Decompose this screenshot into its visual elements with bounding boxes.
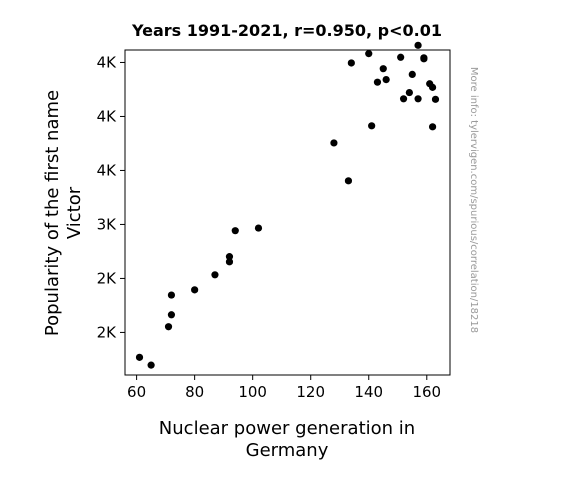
data-point	[399, 95, 408, 103]
x-axis: 60 80 100 120 140 160	[127, 375, 441, 401]
data-point	[397, 53, 405, 61]
data-point	[428, 123, 437, 131]
data-point	[211, 271, 219, 279]
data-point	[231, 227, 239, 235]
data-point	[344, 177, 353, 185]
y-axis: 2K 2K 3K 4K 4K 4K	[97, 53, 125, 341]
y-tick-label: 4K	[97, 107, 118, 125]
x-axis-label-line-1: Nuclear power generation in	[159, 418, 415, 439]
source-note: More info: tylervigen.com/spurious/corre…	[468, 67, 479, 333]
plot-area: 60 80 100 120 140 160 2K 2K 3K 4K 4K 4K	[97, 41, 451, 401]
plot-frame	[124, 49, 451, 376]
x-tick-label: 140	[354, 383, 383, 401]
y-tick-label: 2K	[97, 323, 118, 341]
data-point	[408, 70, 416, 79]
y-tick-label: 4K	[97, 53, 118, 71]
data-point	[428, 83, 437, 91]
data-point	[330, 139, 338, 147]
data-point	[147, 361, 155, 369]
x-axis-label-line-2: Germany	[246, 440, 329, 461]
data-point	[225, 253, 234, 261]
y-tick-label: 4K	[97, 161, 118, 179]
data-point	[167, 311, 176, 319]
x-tick-label: 60	[127, 383, 146, 401]
data-point	[167, 291, 176, 299]
data-point	[191, 286, 199, 294]
y-tick-label: 3K	[97, 215, 118, 233]
data-point	[368, 122, 376, 130]
data-point	[347, 59, 355, 67]
y-tick-label: 2K	[97, 269, 118, 287]
data-point	[365, 50, 373, 58]
data-points	[135, 41, 440, 369]
x-tick-label: 160	[412, 383, 441, 401]
x-tick-label: 120	[296, 383, 325, 401]
chart-title: Years 1991-2021, r=0.950, p<0.01	[131, 21, 442, 40]
data-point	[135, 353, 144, 361]
x-tick-label: 80	[185, 383, 204, 401]
y-axis-label-line-2: Victor	[64, 186, 85, 239]
data-point	[420, 54, 428, 62]
data-point	[382, 75, 390, 84]
data-point	[405, 88, 413, 97]
data-point	[225, 258, 234, 266]
x-tick-label: 100	[238, 383, 267, 401]
data-point	[373, 78, 382, 86]
data-point	[379, 65, 387, 73]
data-point	[254, 224, 263, 232]
y-axis-label-line-1: Popularity of the first name	[42, 90, 63, 336]
data-point	[414, 41, 422, 49]
data-point	[414, 95, 422, 103]
data-point	[164, 323, 173, 331]
data-point	[431, 95, 440, 103]
